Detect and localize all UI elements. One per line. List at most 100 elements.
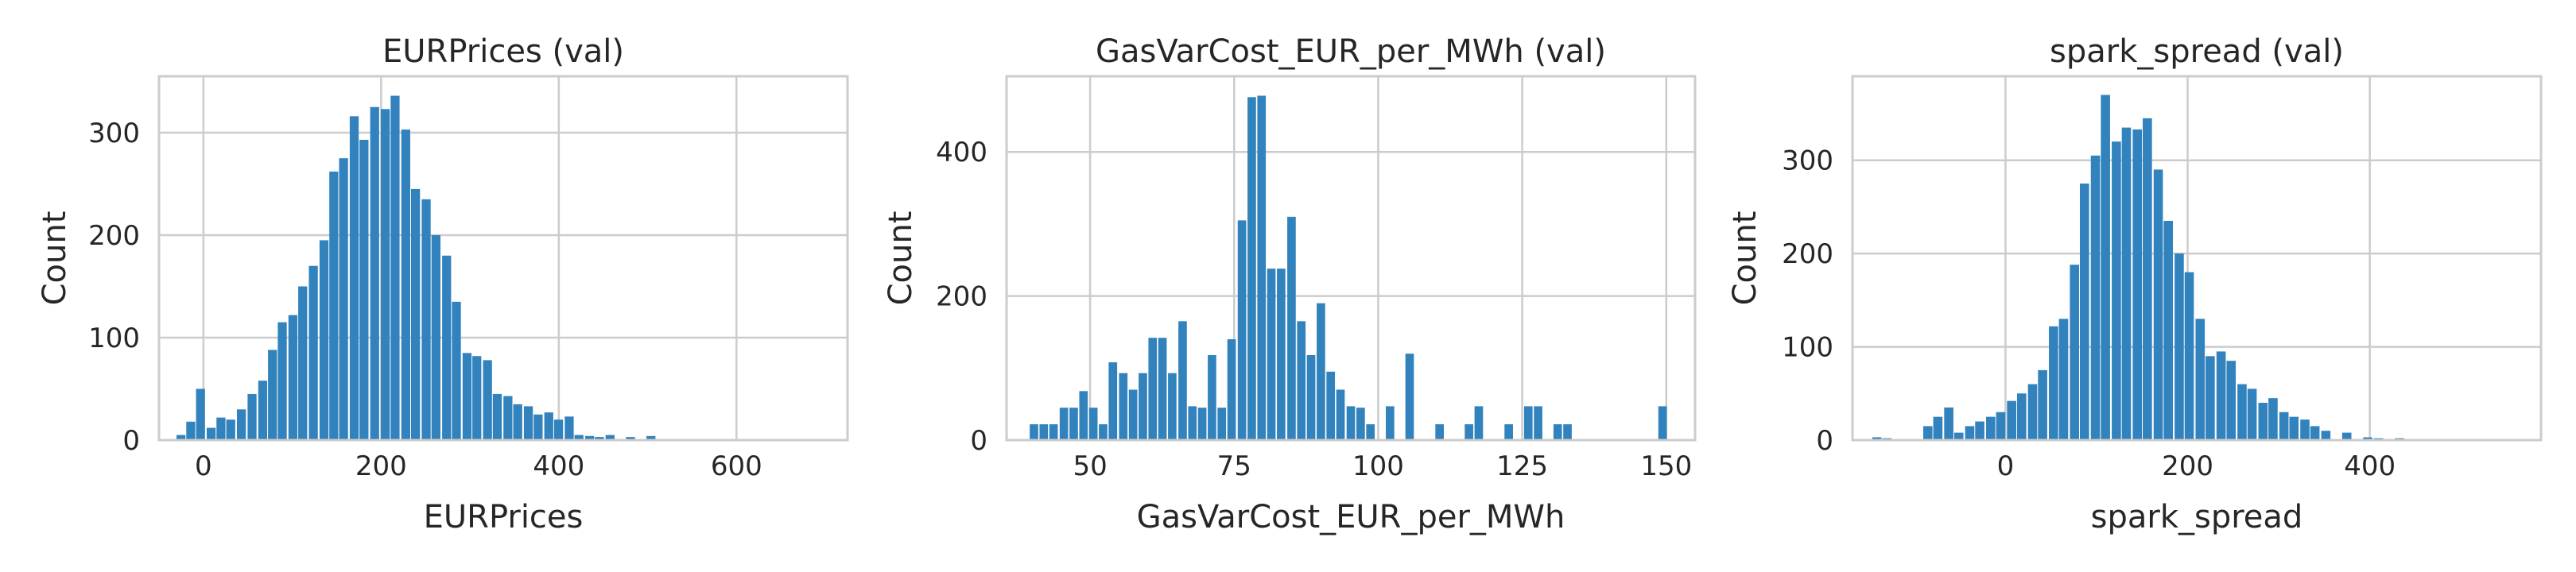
eurprices-histogram-bar <box>176 435 186 440</box>
eurprices-histogram-bar <box>381 109 390 441</box>
gasvarcost-plot-frame <box>1005 75 1697 442</box>
spark-spread-histogram-bar <box>2163 221 2173 440</box>
spark-spread-histogram-bar <box>2143 118 2152 440</box>
spark-spread-histogram-panel: 0 200 400 0 100 200 300 spark_spread (val) spa… <box>1727 33 2543 535</box>
gasvarcost-histogram-bar <box>1227 339 1236 440</box>
spark-spread-chart-title: spark_spread (val) <box>2050 33 2344 70</box>
gasvarcost-histogram-bar <box>1563 424 1572 440</box>
eurprices-histogram-bar <box>544 412 553 440</box>
eurprices-y-tick-label: 100 <box>88 323 140 354</box>
spark-spread-histogram-bar <box>2058 319 2069 440</box>
eurprices-histogram-bar <box>349 116 359 440</box>
gasvarcost-histogram-bar <box>1168 373 1177 440</box>
gasvarcost-y-tick-label: 200 <box>936 281 987 313</box>
gasvarcost-histogram-bar <box>1523 406 1533 440</box>
gasvarcost-histogram-bar <box>1119 373 1128 440</box>
spark-spread-x-tick-label: 400 <box>2344 450 2396 482</box>
spark-spread-y-axis-label: Count <box>1727 211 1763 306</box>
spark-spread-histogram-bar <box>2206 356 2215 440</box>
eurprices-histogram-bar <box>268 350 277 440</box>
spark-spread-histogram-bar <box>2184 272 2194 440</box>
spark-spread-histogram-bar <box>2321 431 2331 440</box>
eurprices-x-tick-label: 400 <box>533 450 584 482</box>
spark-spread-histogram-bar <box>1922 426 1933 440</box>
spark-spread-histogram-bar <box>1872 437 1882 440</box>
eurprices-histogram-bar <box>523 406 533 440</box>
spark-spread-histogram-bar <box>2080 184 2089 441</box>
gasvarcost-histogram-bar <box>1208 354 1216 440</box>
spark-spread-histogram-bar <box>2247 388 2257 440</box>
eurprices-y-tick-label: 0 <box>122 425 140 457</box>
spark-spread-histogram-bar <box>1933 416 1943 440</box>
spark-spread-histogram-bar <box>2341 432 2352 440</box>
eurprices-histogram-bar <box>646 435 656 440</box>
gasvarcost-histogram-bar <box>1534 406 1542 440</box>
spark-spread-histogram-bar <box>2038 369 2047 440</box>
eurprices-y-tick-label: 300 <box>88 118 140 149</box>
spark-spread-histogram-bar <box>2258 403 2268 440</box>
spark-spread-histogram-bar <box>2310 426 2320 440</box>
eurprices-x-tick-label: 600 <box>711 450 762 482</box>
gasvarcost-histogram-bar <box>1287 216 1296 440</box>
eurprices-histogram-bar <box>605 435 615 440</box>
eurprices-histogram-bar <box>553 419 564 440</box>
gasvarcost-histogram-bar <box>1049 424 1058 440</box>
gasvarcost-x-axis-label: GasVarCost_EUR_per_MWh <box>1137 499 1565 535</box>
spark-spread-histogram-bar <box>2070 265 2080 440</box>
gasvarcost-histogram-bar <box>1030 424 1038 440</box>
gasvarcost-histogram-bar <box>1178 321 1187 440</box>
gasvarcost-histogram-bar <box>1267 269 1276 440</box>
gasvarcost-histogram-bar <box>1297 321 1306 440</box>
eurprices-histogram-bar <box>452 301 461 440</box>
eurprices-histogram-bar <box>513 404 522 440</box>
gasvarcost-histogram-bar <box>1079 391 1088 440</box>
eurprices-histogram-bar <box>298 286 308 440</box>
gasvarcost-histogram-bar <box>1069 408 1078 440</box>
spark-spread-histogram-bar <box>1953 432 1964 440</box>
gasvarcost-histogram-bar <box>1148 338 1158 440</box>
spark-spread-y-tick-label: 100 <box>1782 332 1833 364</box>
spark-spread-histogram-bar <box>2121 127 2132 441</box>
eurprices-histogram-bar <box>277 322 287 440</box>
spark-spread-histogram-bar <box>2300 419 2310 440</box>
gasvarcost-histogram-bar <box>1088 408 1098 440</box>
eurprices-x-tick-label: 0 <box>195 450 212 482</box>
eurprices-histogram-bar <box>483 360 492 440</box>
eurprices-histogram-bar <box>442 255 452 440</box>
spark-spread-histogram-bar <box>2195 319 2206 440</box>
eurprices-histogram-bar <box>492 393 502 440</box>
gasvarcost-histogram-bar <box>1386 406 1395 440</box>
gasvarcost-histogram-bar <box>1099 424 1108 440</box>
spark-spread-histogram-bar <box>1965 426 1975 440</box>
eurprices-histogram-bar <box>339 158 348 440</box>
gasvarcost-histogram-bar <box>1465 424 1473 440</box>
eurprices-histogram-bar <box>574 435 584 440</box>
eurprices-histogram-bar <box>595 437 604 440</box>
spark-spread-histogram-bar <box>2268 398 2278 440</box>
eurprices-histogram-bar <box>288 315 298 440</box>
spark-spread-y-tick-label: 200 <box>1782 238 1833 270</box>
spark-spread-histogram-bar <box>2027 384 2038 440</box>
spark-spread-histogram-bar <box>2112 141 2121 440</box>
eurprices-histogram-bar <box>472 356 482 440</box>
eurprices-histogram-bar <box>359 139 369 440</box>
eurprices-histogram-bar <box>390 95 400 441</box>
spark-spread-histogram-bar <box>1975 421 1984 440</box>
spark-spread-histogram-bar <box>1996 412 2006 440</box>
gasvarcost-histogram-bar <box>1039 424 1049 440</box>
spark-spread-histogram-bar <box>2049 326 2058 440</box>
eurprices-histogram-bar <box>308 265 318 440</box>
gasvarcost-histogram-bar <box>1217 408 1227 440</box>
spark-spread-histogram-bar <box>2174 253 2184 440</box>
spark-spread-x-tick-label: 0 <box>1997 450 2015 482</box>
eurprices-histogram-bar <box>410 188 421 440</box>
gasvarcost-histogram-bar <box>1405 354 1414 440</box>
eurprices-histogram-bar <box>370 106 379 440</box>
spark-spread-histogram-bar <box>2016 393 2027 440</box>
spark-spread-plot-frame <box>1851 75 2543 442</box>
eurprices-y-tick-label: 200 <box>88 220 140 252</box>
spark-spread-histogram-bar <box>2216 351 2226 440</box>
gasvarcost-histogram-bar <box>1059 408 1069 440</box>
eurprices-histogram-bar <box>236 409 246 440</box>
